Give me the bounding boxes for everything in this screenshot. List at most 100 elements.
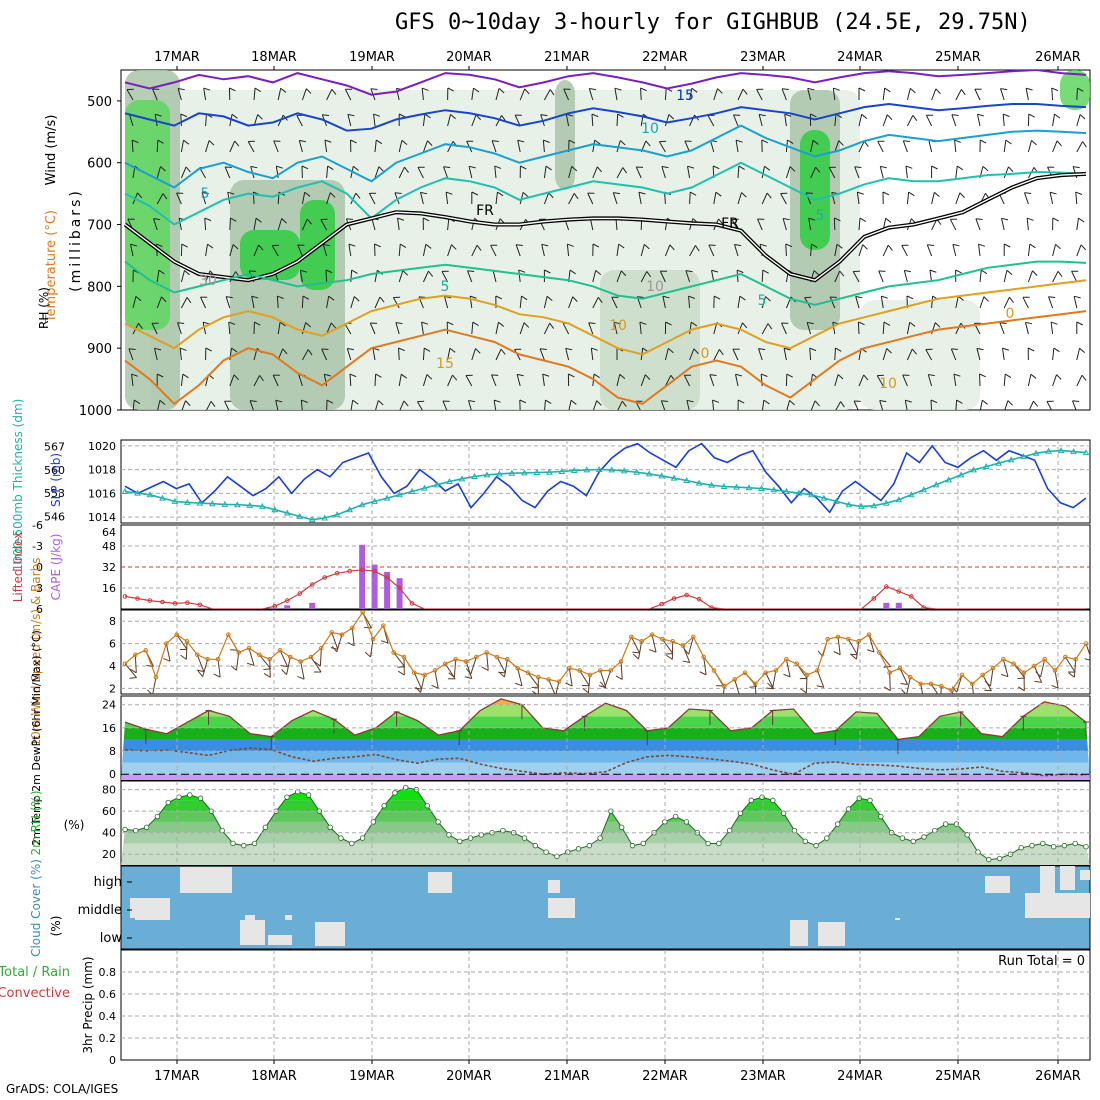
rh-zone: [240, 230, 300, 280]
wind-barb: [154, 347, 162, 361]
barb-staff: [1052, 271, 1059, 283]
cloud-tick: high: [94, 875, 122, 890]
contour-label: 15: [436, 356, 454, 372]
lifted-marker: [272, 603, 278, 609]
surface-barb: [579, 670, 590, 687]
barb-flag: [975, 218, 983, 220]
barb-staff: [156, 166, 161, 179]
barb-staff: [398, 244, 401, 257]
barb-staff: [310, 656, 322, 673]
thickness-marker: [458, 475, 466, 482]
date-tick-top: 19MAR: [349, 50, 395, 65]
wind-barb: [253, 217, 262, 231]
surface-barb: [213, 659, 221, 678]
rh-marker: [446, 832, 452, 838]
thickness-marker: [134, 489, 141, 496]
wind-barb: [782, 217, 790, 231]
barb-staff: [249, 400, 255, 410]
barb-flag: [909, 321, 916, 327]
barb-flag: [619, 140, 626, 146]
barb-staff: [1027, 270, 1033, 283]
barb-staff: [939, 686, 942, 694]
barb-flag: [807, 322, 814, 325]
barb-staff: [326, 192, 331, 205]
wind-barb: [344, 88, 353, 101]
surface-barb: [582, 674, 591, 694]
barb-staff: [368, 193, 376, 205]
barb-staff: [543, 166, 547, 179]
surface-barb: [632, 641, 643, 660]
barb-staff: [616, 374, 621, 387]
rh-marker: [629, 842, 636, 849]
barb-staff: [1076, 87, 1078, 101]
thickness-marker: [358, 501, 366, 508]
barb-staff: [620, 661, 623, 680]
barb-flag: [448, 672, 455, 678]
wind-barb: [1027, 140, 1037, 153]
surface-barb: [699, 656, 707, 676]
barb-flag: [156, 373, 164, 378]
barb-staff: [563, 88, 570, 101]
temperature-axis-label: Temperature (°C): [44, 210, 59, 323]
wind-barb: [761, 296, 771, 309]
barb-flag: [611, 296, 619, 298]
barb-staff: [686, 400, 691, 410]
temp-grid: [121, 696, 1090, 780]
barb-staff: [344, 89, 352, 101]
wind-barb: [616, 243, 625, 257]
wind-barb: [587, 192, 595, 205]
barb-flag: [739, 295, 746, 301]
cape-tick: 48: [102, 540, 116, 553]
rh-marker: [251, 840, 258, 847]
surface-barb: [464, 661, 473, 680]
date-tick-top: 26MAR: [1035, 50, 1081, 65]
wind-barb: [658, 140, 667, 153]
barb-staff: [640, 271, 648, 283]
wind-marker: [391, 650, 396, 655]
wind-barb: [683, 374, 692, 387]
wind-barb: [635, 166, 644, 179]
thickness-marker: [783, 487, 790, 494]
barb-flag: [1080, 244, 1086, 251]
barb-flag: [277, 295, 284, 300]
wind-barb: [639, 321, 647, 335]
surface-barb: [767, 670, 777, 689]
barb-staff: [176, 192, 182, 205]
contour-label: 0: [1006, 306, 1015, 322]
wind-barb: [781, 88, 789, 101]
barb-flag: [811, 243, 818, 248]
barb-flag: [1005, 139, 1012, 145]
barb-staff: [276, 295, 279, 309]
wind-barb: [877, 140, 885, 153]
wind-barb: [882, 321, 891, 335]
barb-staff: [269, 659, 271, 678]
barb-flag: [649, 649, 657, 653]
barb-staff: [955, 166, 958, 179]
isotherm--15: [124, 70, 1087, 96]
barb-staff: [757, 218, 763, 231]
barb-staff: [810, 243, 812, 257]
wind-barb: [180, 373, 189, 387]
wind-barb: [543, 295, 553, 309]
wind-barb: [251, 295, 259, 309]
rh-marker: [867, 797, 873, 804]
barb-staff: [422, 244, 427, 257]
wind-marker: [1063, 654, 1068, 660]
wind-barb: [810, 400, 820, 410]
wind-barb: [542, 373, 550, 387]
barb-staff: [132, 400, 135, 410]
thickness-marker: [745, 484, 753, 491]
barb-staff: [785, 400, 790, 410]
barb-flag: [231, 347, 238, 353]
barb-staff: [471, 244, 478, 257]
wind-barb: [760, 373, 768, 387]
barb-flag: [809, 347, 817, 352]
barb-staff: [829, 296, 836, 309]
barb-flag: [304, 191, 311, 197]
barb-staff: [929, 270, 933, 283]
wind-barb: [447, 87, 454, 101]
wind-barb: [126, 88, 134, 101]
rh-marker: [565, 849, 571, 855]
